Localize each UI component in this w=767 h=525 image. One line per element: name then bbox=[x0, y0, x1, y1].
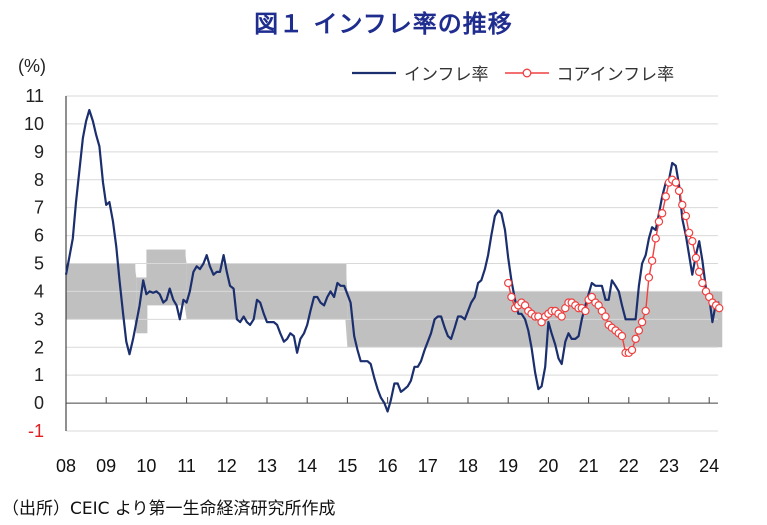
x-tick-label: 23 bbox=[659, 456, 679, 476]
y-tick-label: 0 bbox=[34, 393, 44, 413]
target-band-segment bbox=[146, 249, 186, 306]
x-tick-label: 13 bbox=[257, 456, 277, 476]
series-point-core bbox=[674, 186, 684, 196]
axes bbox=[65, 96, 718, 431]
series-point-core bbox=[691, 253, 701, 263]
gridlines bbox=[66, 95, 718, 432]
y-tick-label: 5 bbox=[34, 254, 44, 274]
y-tick-label: 1 bbox=[34, 365, 44, 385]
series-point-core bbox=[647, 256, 657, 265]
x-tick-labels: 08 09 10 11 12 13 14 15 16 17 18 19 20 21 22 23 24 bbox=[56, 456, 719, 476]
series-point-core bbox=[634, 326, 644, 335]
x-tick-label: 14 bbox=[297, 456, 317, 476]
legend-label-core: コアインフレ率 bbox=[556, 65, 675, 85]
series-point-core bbox=[557, 312, 566, 321]
y-tick-label: 8 bbox=[34, 170, 44, 190]
y-axis-unit-label: (%) bbox=[18, 56, 46, 76]
chart-title: 図１ インフレ率の推移 bbox=[254, 10, 513, 38]
series-point-core bbox=[654, 217, 664, 226]
series-point-core bbox=[657, 209, 667, 218]
x-tick-label: 15 bbox=[337, 456, 357, 476]
series-point-core bbox=[661, 192, 670, 201]
series-lines bbox=[64, 108, 724, 413]
target-band-transition bbox=[184, 249, 187, 320]
legend-item-inflation: インフレ率 bbox=[352, 60, 489, 85]
series-point-core bbox=[641, 306, 650, 316]
legend-label-inflation: インフレ率 bbox=[404, 65, 489, 85]
y-tick-label: 10 bbox=[24, 114, 44, 134]
y-tick-label: 2 bbox=[34, 337, 44, 357]
x-tick-label: 19 bbox=[498, 456, 518, 476]
y-tick-label: 11 bbox=[25, 86, 44, 106]
y-tick-label: 7 bbox=[34, 198, 44, 218]
y-tick-label: -1 bbox=[28, 421, 44, 441]
series-point-core bbox=[684, 228, 694, 237]
y-tick-label: 3 bbox=[34, 309, 44, 329]
series-point-core bbox=[688, 236, 697, 246]
x-tick-label: 24 bbox=[699, 456, 719, 476]
y-tick-label: 4 bbox=[34, 281, 44, 301]
x-tick-label: 17 bbox=[418, 456, 438, 476]
legend-item-core: コアインフレ率 bbox=[504, 60, 675, 85]
x-tick-label: 20 bbox=[538, 456, 558, 476]
legend-line-swatch-inflation bbox=[352, 71, 396, 74]
y-tick-label: 9 bbox=[34, 142, 44, 162]
y-tick-label: 6 bbox=[34, 226, 44, 246]
x-tick-label: 11 bbox=[177, 456, 196, 476]
x-tick-label: 09 bbox=[96, 456, 116, 476]
series-point-core bbox=[694, 267, 704, 277]
x-tick-label: 08 bbox=[56, 456, 76, 476]
series-point-core bbox=[651, 234, 660, 243]
series-point-core bbox=[644, 273, 654, 282]
series-point-core bbox=[637, 317, 647, 327]
x-tick-label: 16 bbox=[378, 456, 398, 476]
series-point-core bbox=[627, 345, 637, 355]
series-point-core bbox=[678, 200, 687, 210]
series-point-core bbox=[507, 292, 516, 302]
x-tick-label: 21 bbox=[579, 456, 599, 476]
target-band-transition bbox=[134, 263, 137, 334]
x-tick-label: 12 bbox=[217, 456, 237, 476]
series-point-core bbox=[681, 211, 691, 221]
legend: インフレ率 コアインフレ率 bbox=[352, 60, 690, 85]
target-band-segment bbox=[136, 277, 148, 334]
series-point-core bbox=[631, 334, 640, 344]
legend-line-swatch-core bbox=[504, 68, 549, 77]
series-point-core bbox=[504, 278, 513, 288]
target-band-transition bbox=[345, 263, 348, 348]
series-point-core bbox=[698, 278, 707, 288]
x-tick-label: 10 bbox=[136, 456, 156, 476]
series-point-core bbox=[671, 178, 681, 187]
source-note: （出所）CEIC より第一生命経済研究所作成 bbox=[2, 499, 336, 519]
series-point-core bbox=[601, 312, 610, 321]
series-line-inflation bbox=[64, 108, 720, 413]
x-tick-label: 22 bbox=[619, 456, 639, 476]
series-point-core bbox=[581, 306, 590, 316]
x-tick-label: 18 bbox=[458, 456, 478, 476]
series-point-core bbox=[715, 303, 724, 313]
series-point-core bbox=[617, 331, 627, 341]
